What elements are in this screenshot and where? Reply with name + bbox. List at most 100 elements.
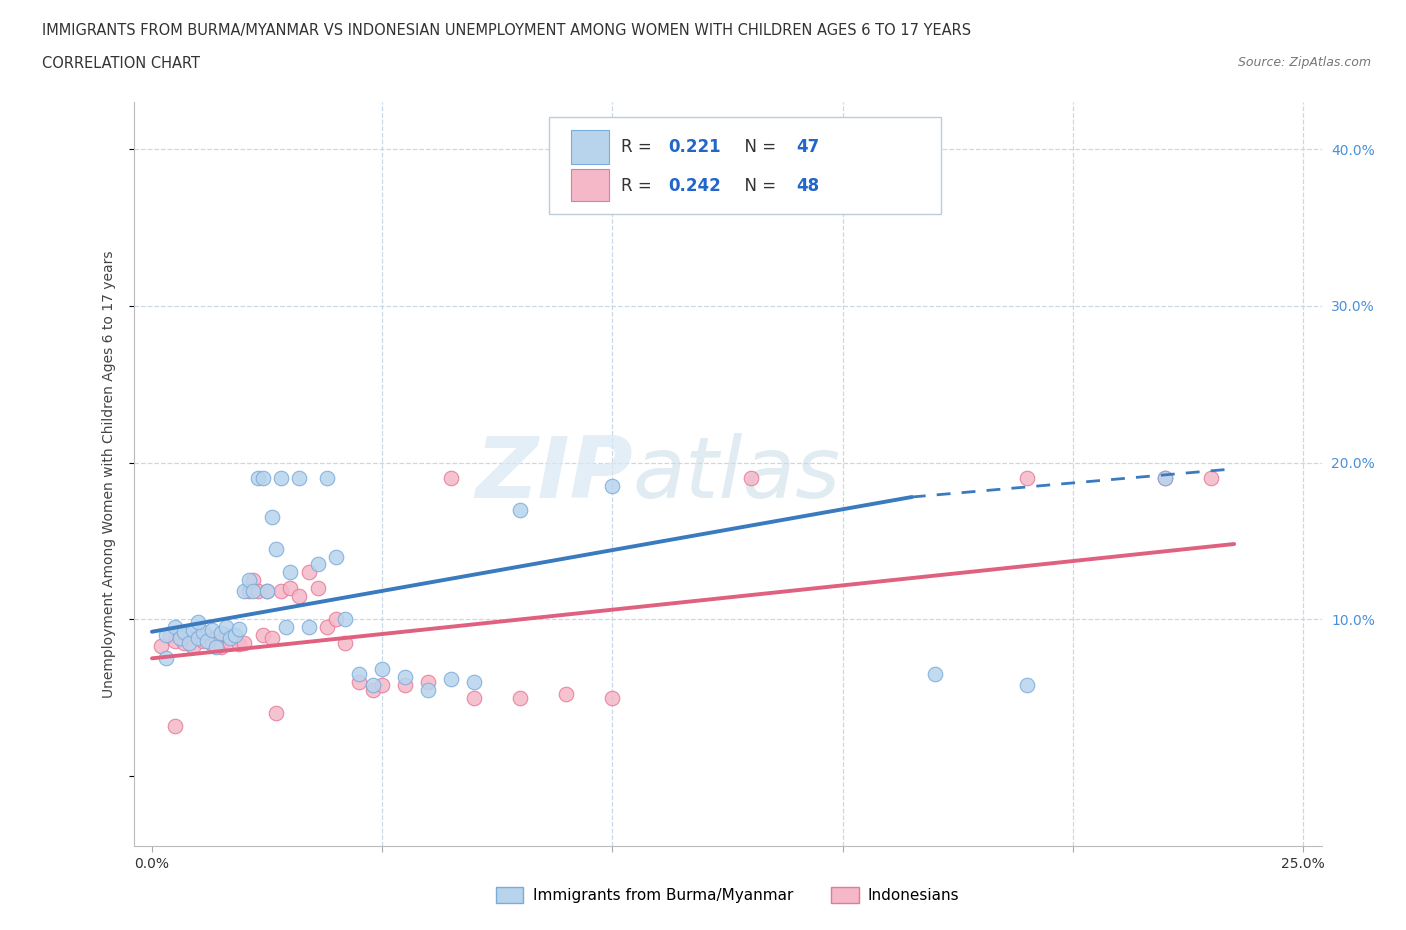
Point xyxy=(209,626,232,641)
Point xyxy=(440,671,463,686)
Point xyxy=(347,667,370,682)
Point xyxy=(509,690,531,705)
Point xyxy=(463,690,485,705)
Point xyxy=(325,549,347,564)
Point xyxy=(187,628,209,643)
Point xyxy=(440,471,463,485)
Point xyxy=(288,471,311,485)
Point xyxy=(201,637,224,652)
Point xyxy=(228,637,250,652)
Point xyxy=(201,623,224,638)
Point xyxy=(177,631,200,645)
Point xyxy=(219,631,242,645)
Point xyxy=(233,635,256,650)
FancyBboxPatch shape xyxy=(571,130,609,164)
Point xyxy=(361,678,384,693)
Point xyxy=(205,640,228,655)
Point xyxy=(173,635,195,650)
Point xyxy=(163,633,186,648)
Point xyxy=(169,631,191,645)
Point xyxy=(246,583,269,598)
Point xyxy=(418,683,440,698)
Point xyxy=(163,718,186,733)
Point xyxy=(1015,471,1038,485)
Point xyxy=(238,583,260,598)
Point xyxy=(335,612,357,627)
Point xyxy=(228,621,250,636)
Point xyxy=(238,573,260,588)
Point xyxy=(195,633,218,648)
Point xyxy=(463,674,485,689)
Y-axis label: Unemployment Among Women with Children Ages 6 to 17 years: Unemployment Among Women with Children A… xyxy=(101,250,115,698)
Text: Source: ZipAtlas.com: Source: ZipAtlas.com xyxy=(1237,56,1371,69)
Point xyxy=(187,631,209,645)
Point xyxy=(209,640,232,655)
Point xyxy=(288,589,311,604)
Text: ZIP: ZIP xyxy=(475,432,633,516)
Text: atlas: atlas xyxy=(633,432,841,516)
Point xyxy=(555,687,578,702)
Point xyxy=(233,583,256,598)
Text: N =: N = xyxy=(734,177,780,194)
Point xyxy=(361,683,384,698)
Point xyxy=(191,633,214,648)
Point xyxy=(195,629,218,644)
Point xyxy=(177,635,200,650)
Point xyxy=(602,690,624,705)
Point xyxy=(215,619,238,634)
Point xyxy=(219,635,242,650)
Point xyxy=(191,624,214,639)
Point xyxy=(347,674,370,689)
Point xyxy=(307,580,329,595)
Text: CORRELATION CHART: CORRELATION CHART xyxy=(42,56,200,71)
Text: 0.242: 0.242 xyxy=(668,177,721,194)
Text: N =: N = xyxy=(734,138,780,156)
Point xyxy=(1199,471,1222,485)
Point xyxy=(316,471,339,485)
Text: 48: 48 xyxy=(797,177,820,194)
Point xyxy=(270,471,292,485)
Point xyxy=(260,510,283,525)
Point xyxy=(205,631,228,645)
Point xyxy=(418,674,440,689)
Point xyxy=(242,583,264,598)
Point xyxy=(371,662,394,677)
Point xyxy=(297,565,319,579)
Point xyxy=(256,583,278,598)
Point xyxy=(335,635,357,650)
Point xyxy=(187,615,209,630)
Text: IMMIGRANTS FROM BURMA/MYANMAR VS INDONESIAN UNEMPLOYMENT AMONG WOMEN WITH CHILDR: IMMIGRANTS FROM BURMA/MYANMAR VS INDONES… xyxy=(42,23,972,38)
Point xyxy=(183,640,205,655)
Point xyxy=(371,678,394,693)
Text: R =: R = xyxy=(620,177,657,194)
Point xyxy=(252,628,274,643)
Point xyxy=(270,583,292,598)
Point xyxy=(509,502,531,517)
Legend: Immigrants from Burma/Myanmar, Indonesians: Immigrants from Burma/Myanmar, Indonesia… xyxy=(489,881,966,910)
Point xyxy=(394,670,416,684)
Point xyxy=(307,557,329,572)
Point xyxy=(1015,678,1038,693)
FancyBboxPatch shape xyxy=(571,168,609,201)
Point xyxy=(266,706,288,721)
Point xyxy=(224,628,246,643)
Point xyxy=(155,651,177,666)
Text: 0.221: 0.221 xyxy=(668,138,721,156)
Text: 47: 47 xyxy=(797,138,820,156)
Point xyxy=(150,638,173,653)
Point xyxy=(224,629,246,644)
Point xyxy=(266,541,288,556)
Point xyxy=(278,565,301,579)
FancyBboxPatch shape xyxy=(550,117,942,214)
Point xyxy=(1154,471,1177,485)
Point xyxy=(169,626,191,641)
Point xyxy=(278,580,301,595)
Point xyxy=(1154,471,1177,485)
Point xyxy=(173,624,195,639)
Point xyxy=(924,667,946,682)
Point xyxy=(256,583,278,598)
Point xyxy=(163,619,186,634)
Point xyxy=(246,471,269,485)
Point xyxy=(602,479,624,494)
Point xyxy=(159,628,181,643)
